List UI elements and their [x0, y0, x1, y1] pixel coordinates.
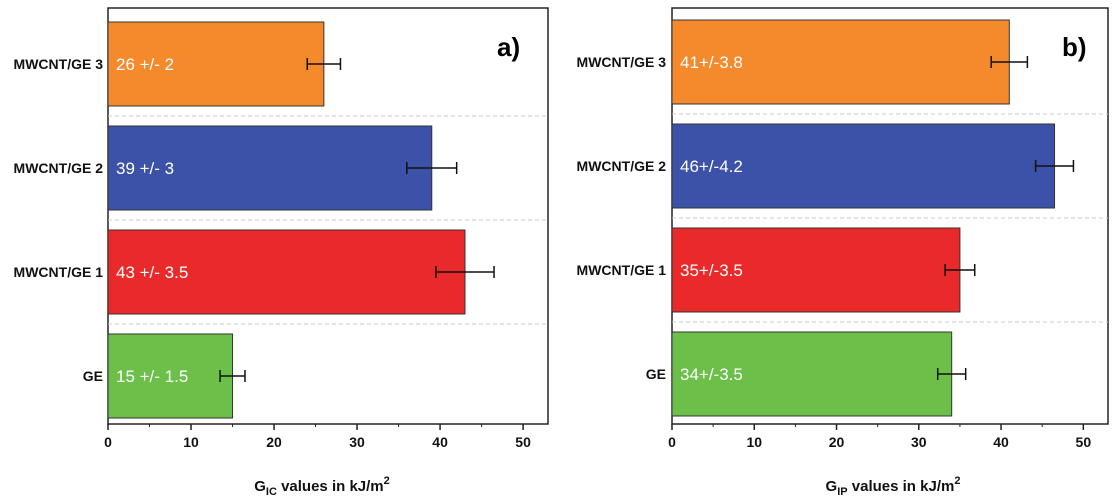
category-label: MWCNT/GE 3: [14, 56, 104, 72]
bar: [671, 19, 1010, 105]
data-label: 43 +/- 3.5: [116, 263, 188, 282]
data-label: 39 +/- 3: [116, 159, 174, 178]
panel-label: b): [1062, 32, 1087, 62]
category-label: MWCNT/GE 1: [14, 264, 104, 280]
bar: [107, 229, 466, 315]
data-label: 46+/-4.2: [680, 157, 743, 176]
panel-label: a): [497, 32, 520, 62]
bar: [671, 123, 1056, 209]
bar: [107, 125, 433, 211]
data-label: 35+/-3.5: [680, 261, 743, 280]
bar: [671, 227, 961, 313]
bar: [107, 21, 325, 107]
plot-frame: [671, 7, 1109, 425]
data-label: 41+/-3.8: [680, 53, 743, 72]
x-tick-label: 0: [104, 434, 112, 450]
x-tick-label: 20: [829, 434, 845, 450]
panel-a: 26 +/- 2 MWCNT/GE 3 39 +/- 3 MWCNT/GE 2 43 +…: [14, 7, 549, 498]
panel-b: 41+/-3.8 MWCNT/GE 3 46+/-4.2 MWCNT/GE 2 35+/…: [577, 7, 1109, 498]
data-label: 15 +/- 1.5: [116, 367, 188, 386]
x-tick-label: 0: [668, 434, 676, 450]
plot-frame: [107, 7, 549, 425]
category-label: MWCNT/GE 2: [14, 160, 104, 176]
x-tick-label: 40: [432, 434, 448, 450]
x-tick-label: 10: [746, 434, 762, 450]
x-axis-label: GIP values in kJ/m2: [826, 475, 961, 498]
category-label: MWCNT/GE 2: [577, 158, 667, 174]
x-tick-label: 50: [1076, 434, 1092, 450]
x-tick-label: 20: [266, 434, 282, 450]
data-label: 26 +/- 2: [116, 55, 174, 74]
x-tick-label: 30: [349, 434, 365, 450]
bar: [671, 331, 953, 417]
bar: [107, 333, 234, 419]
x-tick-label: 30: [911, 434, 927, 450]
category-label: MWCNT/GE 1: [577, 262, 667, 278]
category-label: MWCNT/GE 3: [577, 54, 667, 70]
x-tick-label: 40: [993, 434, 1009, 450]
category-label: GE: [646, 366, 666, 382]
category-label: GE: [83, 368, 103, 384]
data-label: 34+/-3.5: [680, 365, 743, 384]
x-tick-label: 10: [183, 434, 199, 450]
x-tick-label: 50: [515, 434, 531, 450]
x-axis-label: GIC values in kJ/m2: [254, 475, 390, 498]
